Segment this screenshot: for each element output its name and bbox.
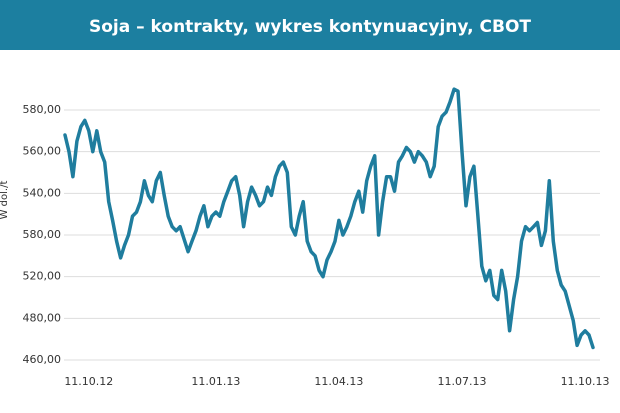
x-tick-label: 11.04.13 <box>314 375 363 388</box>
price-line <box>63 87 595 350</box>
y-tick-label: 580,00 <box>23 103 62 116</box>
x-tick-label: 11.10.12 <box>64 375 113 388</box>
y-tick-label: 560,00 <box>23 145 62 158</box>
chart-title: Soja – kontrakty, wykres kontynuacyjny, … <box>89 17 531 37</box>
y-tick-label: 580,00 <box>23 228 62 241</box>
y-tick-label: 520,00 <box>23 270 62 283</box>
y-tick-label: 460,00 <box>23 353 62 366</box>
y-tick-label: 480,00 <box>23 311 62 324</box>
y-axis-label: W dol./t <box>0 181 10 220</box>
x-tick-label: 11.10.13 <box>561 375 610 388</box>
x-tick-label: 11.07.13 <box>438 375 487 388</box>
x-tick-label: 11.01.13 <box>191 375 240 388</box>
header-bar <box>0 0 620 50</box>
y-tick-label: 540,00 <box>23 186 62 199</box>
